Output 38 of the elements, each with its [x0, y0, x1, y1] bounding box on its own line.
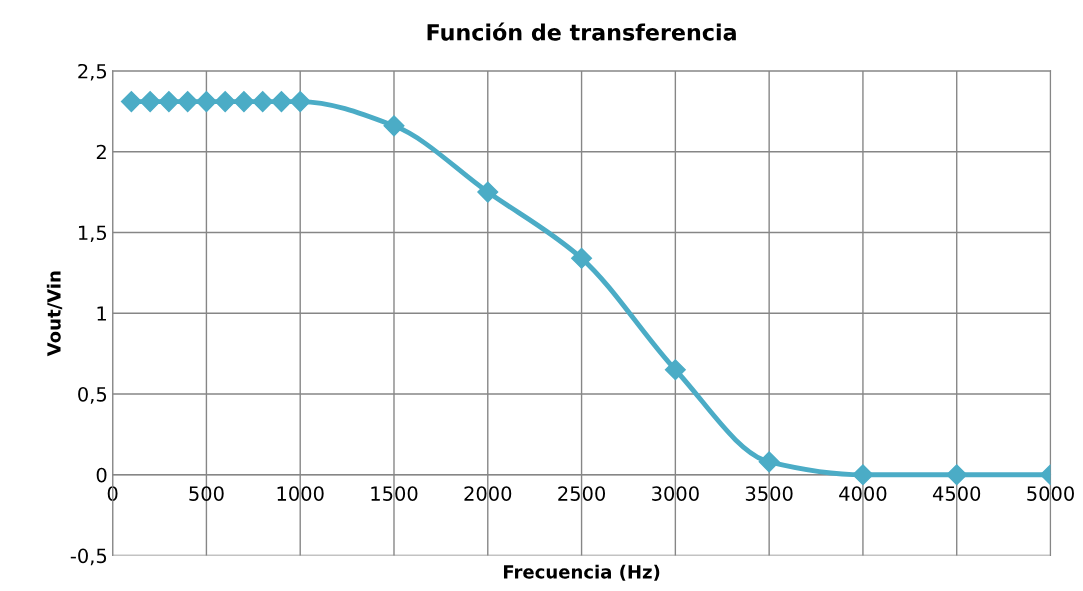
point — [252, 91, 274, 113]
point — [852, 464, 874, 486]
y-tick-label: 1 — [97, 306, 106, 321]
point — [946, 464, 968, 486]
point — [158, 91, 180, 113]
x-axis-title: Frecuencia (Hz) — [503, 564, 660, 581]
x-tick-label: 2500 — [558, 486, 606, 501]
x-tick-label: 5000 — [1027, 486, 1074, 501]
x-tick-label: 1500 — [371, 486, 418, 501]
point — [270, 91, 292, 113]
x-tick-label: 3000 — [652, 486, 699, 501]
x-tick-label: 4000 — [839, 486, 887, 501]
chart-title: Función de transferencia — [427, 22, 736, 41]
y-tick-label: 0,5 — [78, 386, 107, 404]
x-tick-label: 3500 — [745, 486, 793, 501]
y-axis-title: Vout/Vin — [46, 271, 63, 357]
point — [477, 181, 499, 203]
point — [289, 91, 311, 113]
point — [758, 451, 780, 473]
y-tick-label: 1,5 — [78, 225, 107, 243]
point — [214, 91, 236, 113]
point — [233, 91, 255, 113]
x-tick-label: 0 — [107, 486, 118, 501]
point — [177, 91, 199, 113]
y-tick-label: 2,5 — [78, 63, 107, 81]
x-tick-label: 4500 — [932, 486, 981, 501]
point — [383, 115, 405, 137]
point — [139, 91, 161, 113]
point — [120, 91, 142, 113]
point — [664, 359, 686, 381]
point — [571, 247, 593, 269]
y-tick-label: 2 — [96, 144, 106, 160]
y-tick-label: 0 — [96, 467, 107, 483]
x-tick-label: 1000 — [277, 486, 324, 501]
point — [195, 91, 217, 113]
y-tick-label: -0,5 — [70, 548, 107, 566]
x-tick-label: 2000 — [464, 486, 512, 501]
x-tick-label: 500 — [189, 486, 224, 501]
